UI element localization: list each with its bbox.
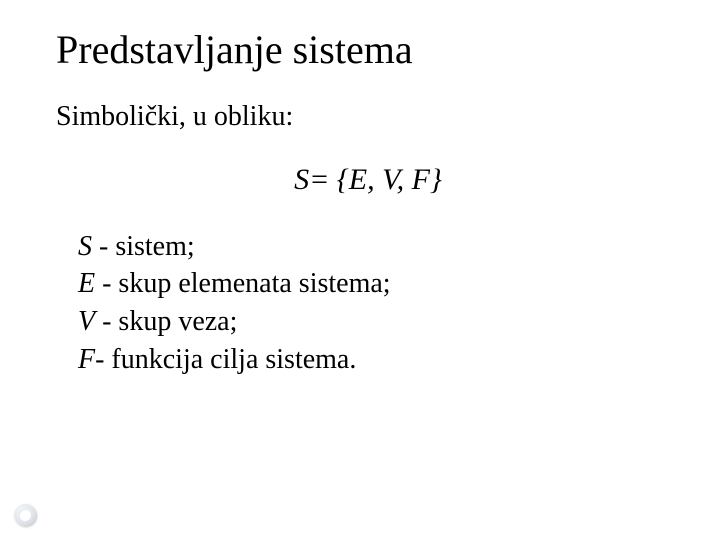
definition-symbol: S (78, 231, 92, 262)
ring-icon (14, 504, 36, 526)
definition-symbol: V (78, 306, 95, 337)
definition-text: - funkcija cilja sistema. (95, 344, 356, 375)
definition-symbol: E (78, 268, 95, 299)
page-title: Predstavljanje sistema (56, 28, 680, 72)
definition-row: V - skup veza; (78, 303, 680, 341)
definition-text: - sistem; (92, 231, 195, 262)
slide: Predstavljanje sistema Simbolički, u obl… (0, 0, 720, 540)
subtitle: Simbolički, u obliku: (56, 100, 680, 134)
definitions-block: S - sistem; E - skup elemenata sistema; … (78, 228, 680, 379)
ring-hole (19, 509, 31, 521)
formula: S= {E, V, F} (56, 162, 680, 198)
definition-text: - skup veza; (95, 306, 237, 337)
definition-row: F- funkcija cilja sistema. (78, 341, 680, 379)
definition-symbol: F (78, 344, 95, 375)
definition-text: - skup elemenata sistema; (95, 268, 390, 299)
definition-row: E - skup elemenata sistema; (78, 265, 680, 303)
definition-row: S - sistem; (78, 228, 680, 266)
